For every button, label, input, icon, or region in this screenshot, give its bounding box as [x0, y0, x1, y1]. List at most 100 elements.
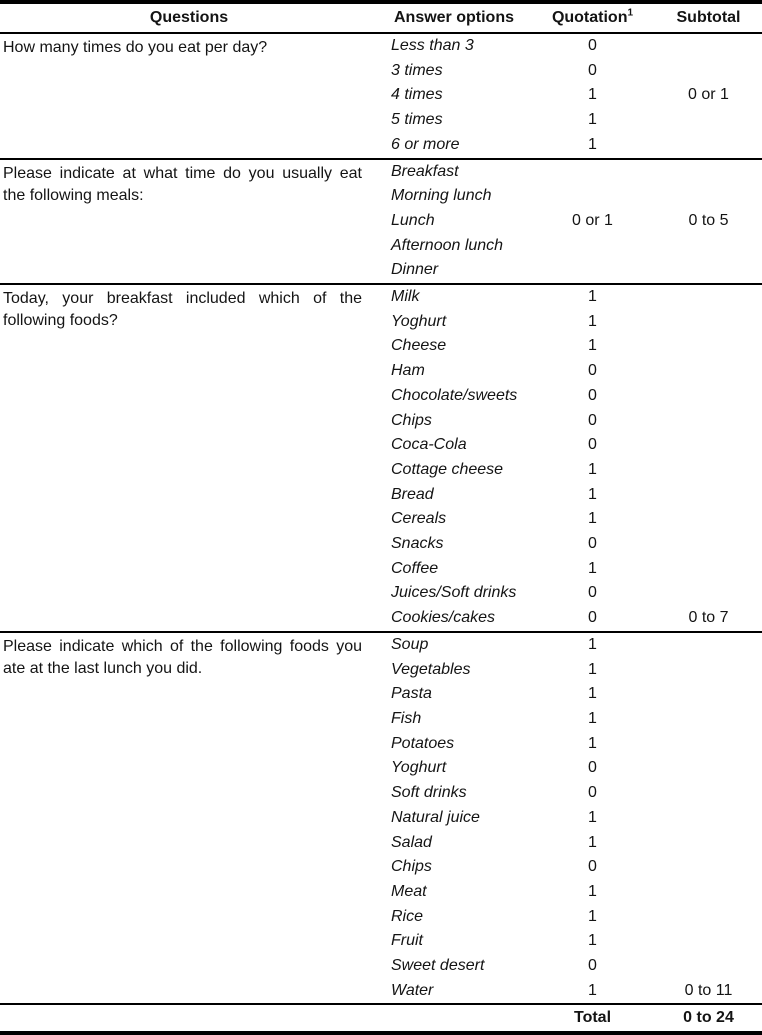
answer-option-cell: Juices/Soft drinks	[391, 584, 517, 602]
subtotal-cell	[655, 658, 762, 683]
answer-option-cell: 3 times	[391, 61, 443, 79]
answer-option-cell: Coffee	[391, 559, 439, 577]
answer-row: Sweet desert 0	[0, 954, 762, 979]
answer-option-cell: Yoghurt	[391, 759, 447, 777]
answer-row: Rice 1	[0, 905, 762, 930]
subtotal-cell	[655, 310, 762, 335]
subtotal-cell	[655, 806, 762, 831]
quotation-cell: 0 or 1	[572, 211, 613, 229]
answer-option-cell: 5 times	[391, 111, 443, 129]
answer-option-cell: Soft drinks	[391, 784, 467, 802]
answer-option-cell: Cereals	[391, 510, 447, 528]
total-spacer-cell	[0, 1003, 530, 1034]
answer-row: Today, your breakfast included which of …	[0, 283, 762, 632]
answer-row: Afternoon lunch	[0, 234, 762, 259]
answer-row: Chips 0	[0, 409, 762, 434]
subtotal-cell: 0 to 11	[684, 981, 733, 999]
subtotal-cell	[655, 581, 762, 606]
quotation-cell: 0	[588, 858, 597, 876]
answer-option-cell: Potatoes	[391, 734, 455, 752]
quotation-cell: 1	[588, 660, 597, 678]
answer-row: Yoghurt 1	[0, 310, 762, 335]
quotation-cell: 1	[588, 833, 597, 851]
quotation-cell: 1	[588, 460, 597, 478]
answer-option-cell: Afternoon lunch	[391, 236, 504, 254]
quotation-cell: 1	[588, 559, 597, 577]
quotation-cell: 1	[530, 283, 655, 310]
quotation-cell	[530, 234, 655, 259]
answer-row: Fruit 1	[0, 929, 762, 954]
subtotal-cell	[655, 258, 762, 284]
quotation-cell: 0	[588, 784, 597, 802]
subtotal-cell	[655, 707, 762, 732]
table-body: How many times do you eat per day? Less t…	[0, 32, 762, 1034]
quotation-cell: 1	[530, 630, 655, 658]
answer-row: Please indicate which of the following f…	[0, 630, 762, 1005]
answer-option-cell: Fish	[391, 709, 422, 727]
answer-option-cell: Natural juice	[391, 808, 480, 826]
answer-row: Cheese 1	[0, 334, 762, 359]
header-answer-options: Answer options	[378, 2, 530, 34]
quotation-cell: 0	[588, 535, 597, 553]
quotation-cell: 1	[588, 485, 597, 503]
quotation-cell: 0	[588, 386, 597, 404]
header-quotation-label: Quotation	[551, 9, 628, 26]
subtotal-cell	[655, 409, 762, 434]
answer-option-cell: 6 or more	[391, 135, 460, 153]
answer-option-cell: Pasta	[391, 685, 432, 703]
subtotal-cell	[655, 108, 762, 133]
answer-option-cell: Salad	[391, 833, 432, 851]
answer-option-cell: Lunch	[391, 211, 435, 229]
answer-row: Bread 1	[0, 483, 762, 508]
answer-option-cell: Vegetables	[391, 660, 471, 678]
quotation-cell: 0	[588, 609, 597, 627]
subtotal-cell	[655, 880, 762, 905]
answer-option-cell: Dinner	[391, 261, 439, 279]
subtotal-cell	[655, 756, 762, 781]
subtotal-cell: 0 to 5	[688, 211, 729, 229]
subtotal-cell	[655, 905, 762, 930]
table-header: Questions Answer options Quotation1 Subt…	[0, 2, 762, 34]
header-quotation: Quotation1	[530, 2, 655, 34]
total-value: 0 to 24	[655, 1003, 762, 1034]
quotation-cell: 0	[588, 957, 597, 975]
subtotal-cell	[655, 507, 762, 532]
quotation-cell: 1	[588, 981, 597, 999]
subtotal-cell	[655, 781, 762, 806]
answer-row: Water 1 0 to 11	[0, 979, 762, 1005]
total-row: Total 0 to 24	[0, 1003, 762, 1034]
answer-option-cell: Morning lunch	[391, 187, 492, 205]
question-cell: Today, your breakfast included which of …	[0, 283, 378, 632]
answer-row: Dinner	[0, 258, 762, 284]
quotation-cell: 1	[588, 685, 597, 703]
subtotal-cell: 0 or 1	[688, 86, 729, 104]
answer-option-cell: Chips	[391, 411, 432, 429]
quotation-cell: 0	[588, 362, 597, 380]
answer-option-cell: Meat	[391, 882, 427, 900]
quotation-cell: 0	[588, 584, 597, 602]
answer-row: Potatoes 1	[0, 732, 762, 757]
answer-row: Vegetables 1	[0, 658, 762, 683]
answer-row: Morning lunch	[0, 184, 762, 209]
question-cell: Please indicate at what time do you usua…	[0, 157, 378, 285]
answer-option-cell: Bread	[391, 485, 434, 503]
answer-row: Fish 1	[0, 707, 762, 732]
answer-row: Coca-Cola 0	[0, 433, 762, 458]
subtotal-cell	[655, 133, 762, 159]
subtotal-cell	[655, 831, 762, 856]
subtotal-cell	[655, 384, 762, 409]
answer-row: Coffee 1	[0, 557, 762, 582]
quotation-cell: 1	[588, 510, 597, 528]
quotation-cell: 1	[588, 734, 597, 752]
quotation-cell: 0	[530, 32, 655, 59]
answer-option-cell: Yoghurt	[391, 312, 447, 330]
answer-option-cell: Cheese	[391, 337, 447, 355]
subtotal-cell	[655, 458, 762, 483]
answer-row: Natural juice 1	[0, 806, 762, 831]
quotation-cell: 1	[588, 709, 597, 727]
subtotal-cell	[655, 855, 762, 880]
quotation-cell	[530, 258, 655, 284]
answer-row: Chips 0	[0, 855, 762, 880]
answer-row: Juices/Soft drinks 0	[0, 581, 762, 606]
